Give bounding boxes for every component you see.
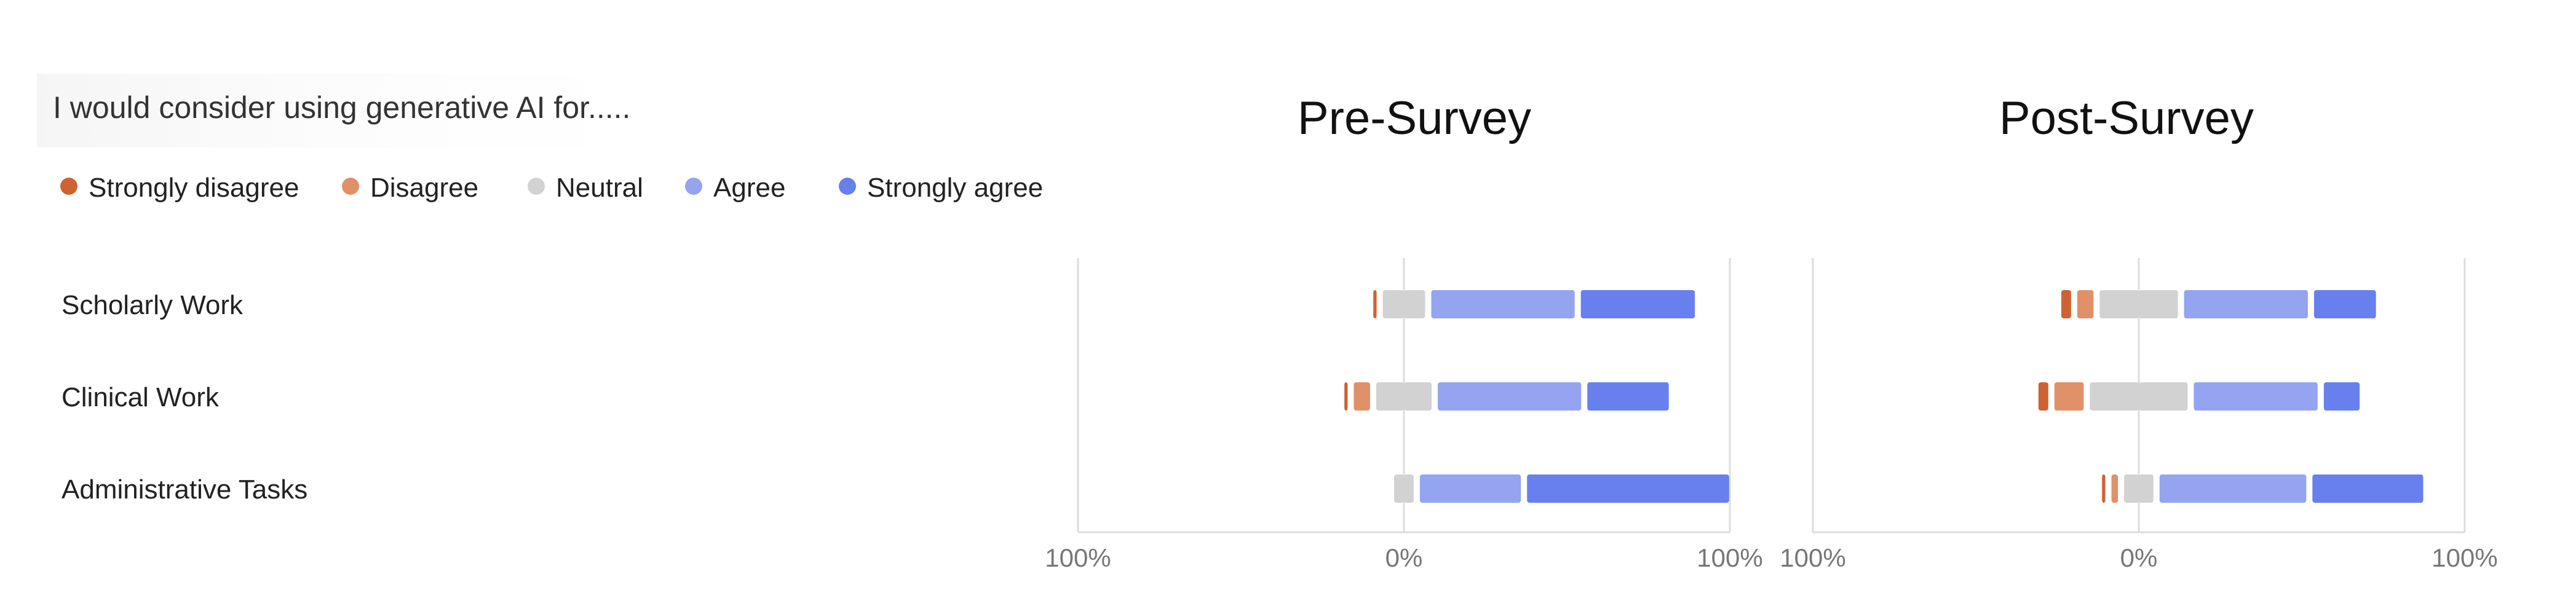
bar-strongly-agree xyxy=(2314,290,2376,318)
bar-neutral xyxy=(1394,474,1404,503)
legend-label-disagree: Disagree xyxy=(370,173,478,203)
bar-row-administrative-tasks xyxy=(1394,474,1729,503)
legend-label-agree: Agree xyxy=(713,173,785,203)
bar-agree xyxy=(1431,290,1575,318)
legend-swatch-agree xyxy=(685,178,702,195)
bar-disagree xyxy=(2054,382,2084,411)
bar-strongly-disagree xyxy=(1344,382,1348,411)
bar-neutral xyxy=(2139,382,2188,411)
panel-pre-survey: Pre-Survey 100% 0% 100% xyxy=(1045,92,1762,572)
bar-neutral xyxy=(1404,474,1414,503)
question-backdrop xyxy=(37,74,726,148)
bar-neutral xyxy=(2099,290,2139,318)
category-label-administrative-tasks: Administrative Tasks xyxy=(61,474,307,505)
tick-label-right: 100% xyxy=(1697,543,1762,572)
bar-row-administrative-tasks xyxy=(2102,474,2423,503)
bar-neutral xyxy=(2139,290,2178,318)
tick-label-zero: 0% xyxy=(2120,543,2158,572)
bar-neutral xyxy=(2090,382,2139,411)
bar-row-clinical-work xyxy=(1344,382,1669,411)
bar-strongly-disagree xyxy=(2102,474,2106,503)
legend-swatch-strongly-agree xyxy=(839,178,856,195)
legend: Strongly disagree Disagree Neutral Agree Str… xyxy=(60,173,1043,203)
chart-panels: Pre-Survey 100% 0% 100% Post-Survey 100% 0% 100… xyxy=(1045,92,2497,572)
legend-label-strongly-agree: Strongly agree xyxy=(867,173,1043,203)
bar-neutral xyxy=(2124,474,2139,503)
bar-strongly-disagree xyxy=(1373,290,1377,318)
bar-disagree xyxy=(2111,474,2118,503)
bar-strongly-disagree xyxy=(2038,382,2048,411)
bar-strongly-agree xyxy=(2312,474,2423,503)
bar-neutral xyxy=(1404,382,1432,411)
bar-strongly-disagree xyxy=(2061,290,2071,318)
legend-label-strongly-disagree: Strongly disagree xyxy=(89,173,299,203)
legend-swatch-strongly-disagree xyxy=(60,178,77,195)
category-label-clinical-work: Clinical Work xyxy=(61,382,220,412)
bar-agree xyxy=(2159,474,2307,503)
tick-label-left: 100% xyxy=(1780,543,1845,572)
bar-agree xyxy=(2184,290,2308,318)
bar-neutral xyxy=(1382,290,1404,318)
bar-neutral xyxy=(2139,474,2154,503)
bar-strongly-agree xyxy=(1587,382,1669,411)
category-labels: Scholarly Work Clinical Work Administrativ… xyxy=(61,290,307,505)
panel-post-survey: Post-Survey 100% 0% 100% xyxy=(1780,92,2497,572)
category-label-scholarly-work: Scholarly Work xyxy=(61,290,244,320)
legend-swatch-neutral xyxy=(528,178,545,195)
bar-agree xyxy=(1419,474,1521,503)
bar-strongly-agree xyxy=(1527,474,1729,503)
question-text: I would consider using generative AI for… xyxy=(53,90,630,125)
bar-disagree xyxy=(2077,290,2094,318)
panel-title: Pre-Survey xyxy=(1298,92,1531,144)
bar-neutral xyxy=(1376,382,1404,411)
panel-title: Post-Survey xyxy=(1999,92,2254,144)
bar-disagree xyxy=(1353,382,1370,411)
bar-row-scholarly-work xyxy=(1373,290,1695,318)
tick-label-left: 100% xyxy=(1045,543,1111,572)
bar-row-clinical-work xyxy=(2038,382,2360,411)
legend-label-neutral: Neutral xyxy=(556,173,643,203)
bar-agree xyxy=(2194,382,2318,411)
bar-neutral xyxy=(1404,290,1425,318)
bar-strongly-agree xyxy=(2323,382,2360,411)
legend-swatch-disagree xyxy=(342,178,359,195)
bar-row-scholarly-work xyxy=(2061,290,2376,318)
tick-label-zero: 0% xyxy=(1385,543,1423,572)
bar-agree xyxy=(1438,382,1582,411)
bar-strongly-agree xyxy=(1580,290,1695,318)
tick-label-right: 100% xyxy=(2431,543,2497,572)
